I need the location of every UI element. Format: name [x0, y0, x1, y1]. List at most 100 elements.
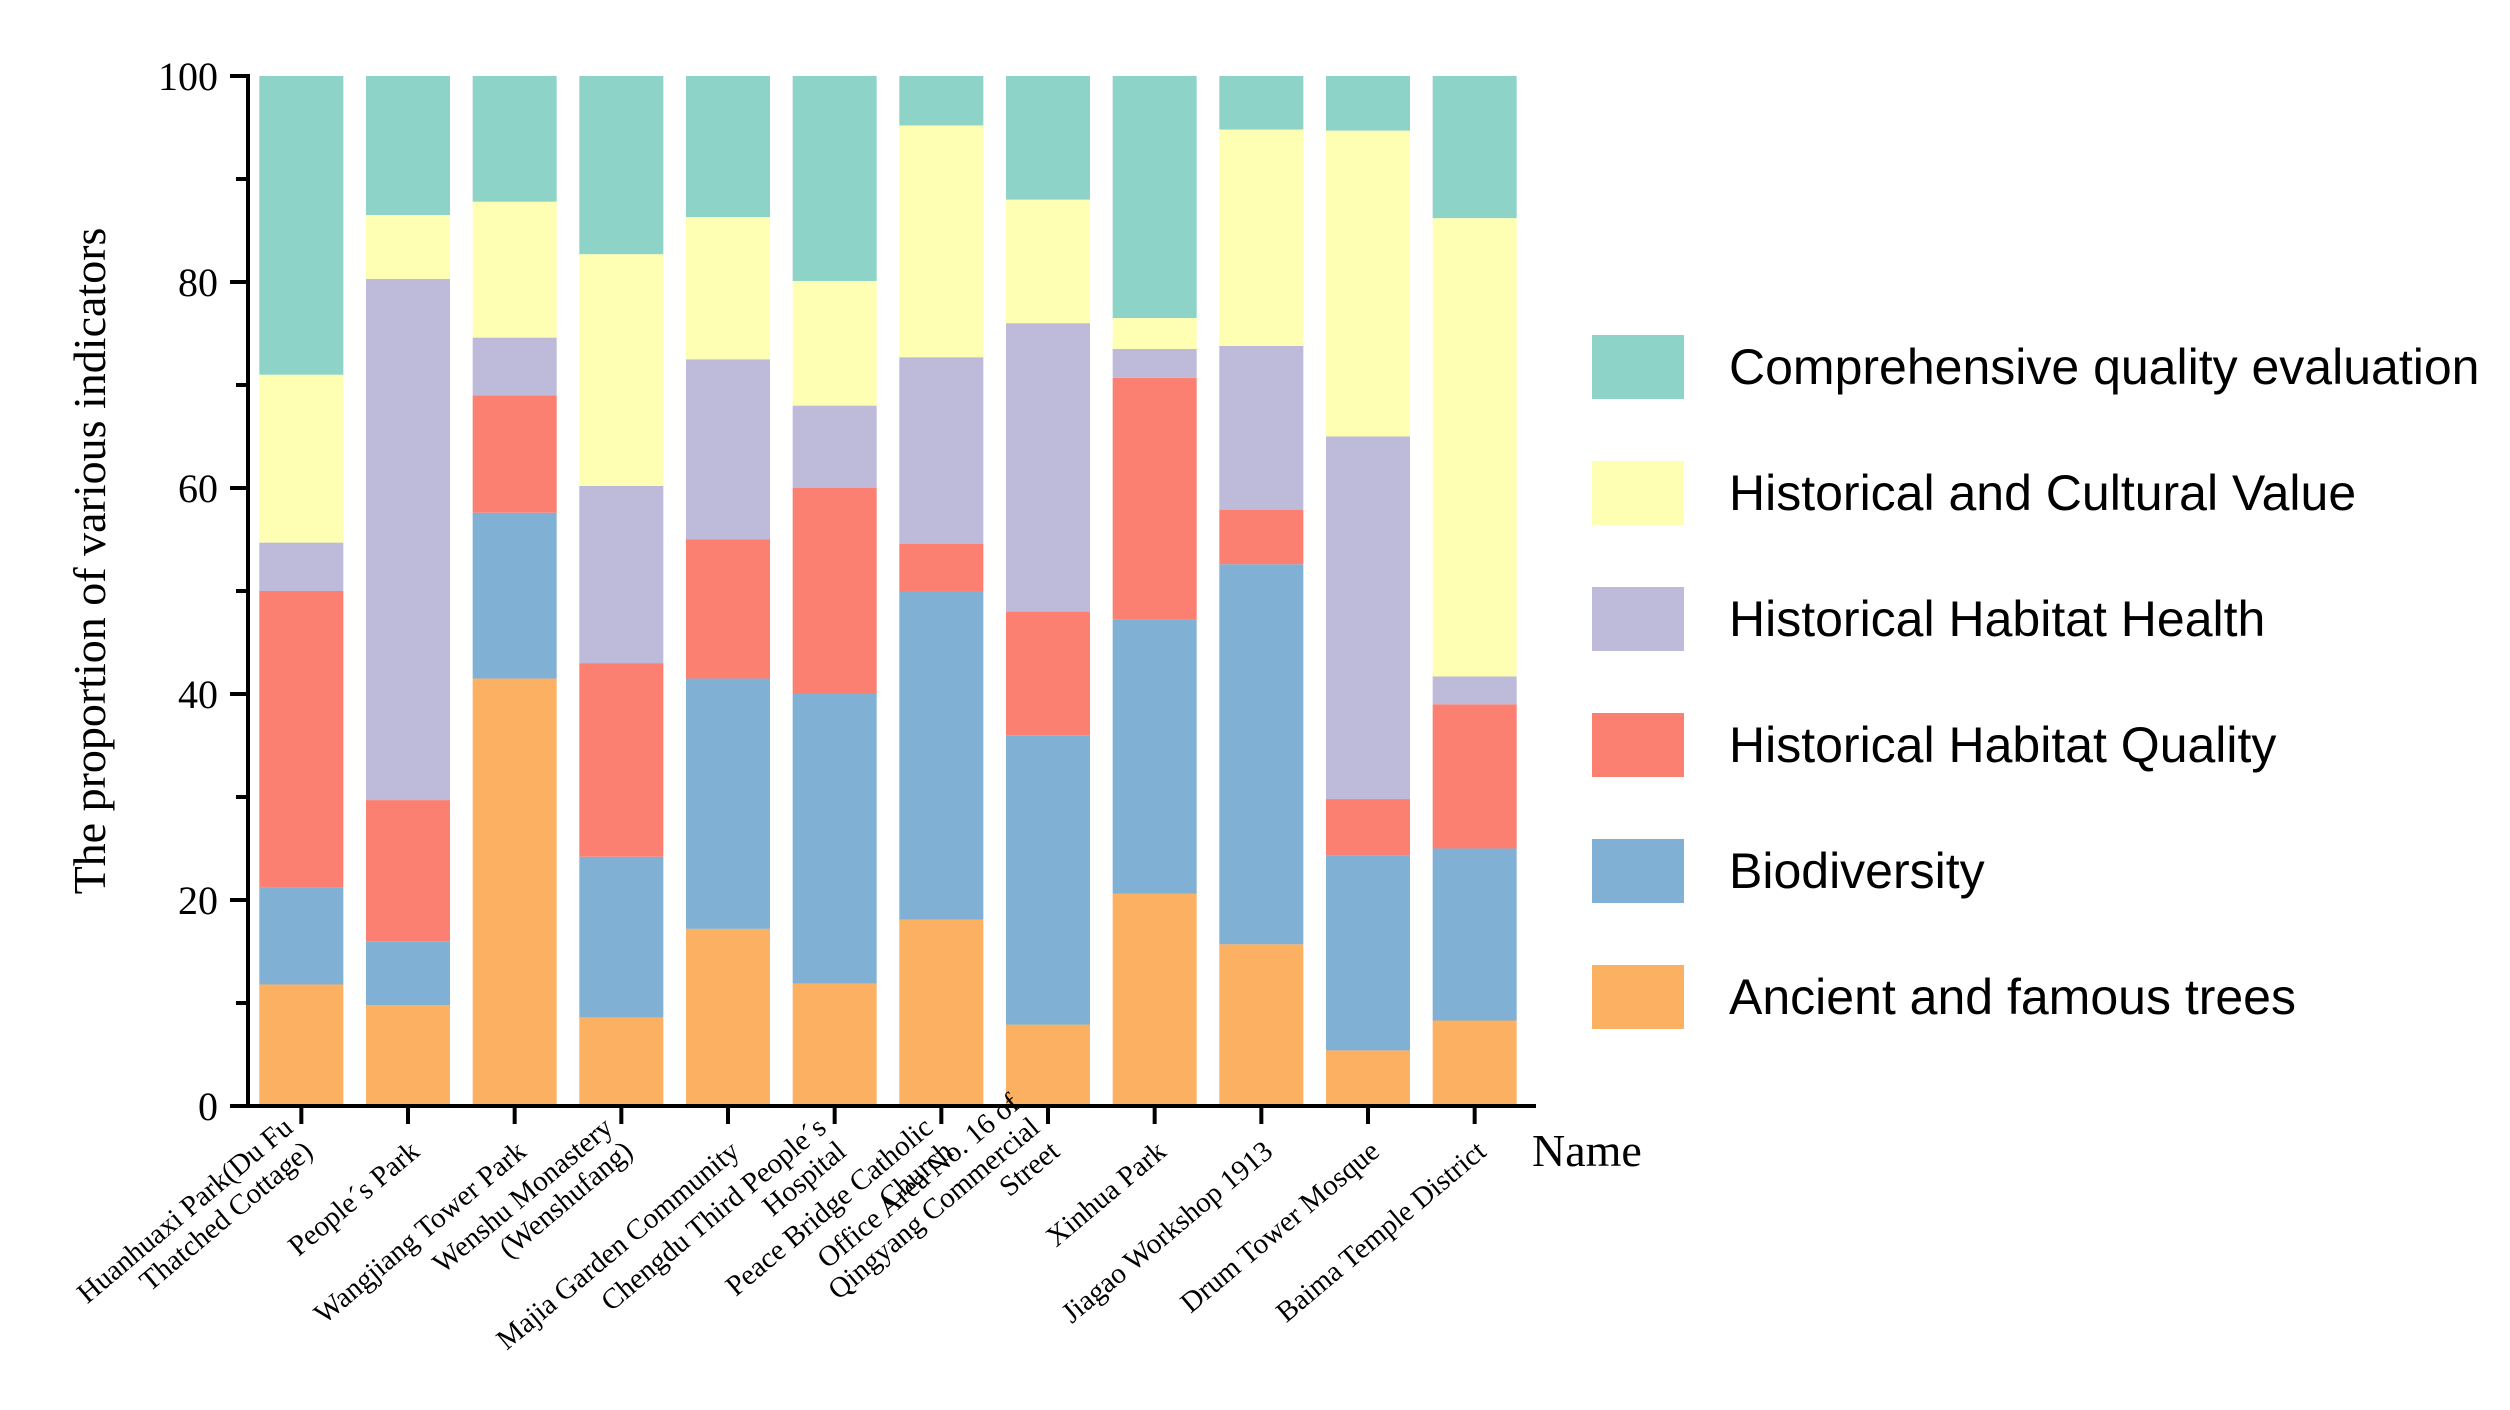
bar-segment — [1006, 735, 1090, 1025]
bar-segment — [1219, 509, 1304, 565]
legend-swatch — [1592, 335, 1684, 399]
bar-segment — [686, 76, 770, 218]
bar-segment — [1219, 564, 1304, 945]
bar-segment — [1112, 377, 1197, 620]
legend-swatch — [1592, 461, 1684, 525]
bar-segment — [792, 76, 877, 281]
bar-segment — [1432, 218, 1517, 677]
y-axis-title: The proportion of various indicators — [64, 228, 115, 895]
x-axis-title: Name — [1532, 1125, 1642, 1176]
legend-label: Biodiversity — [1729, 843, 1985, 899]
legend-label: Historical and Cultural Value — [1729, 465, 2356, 521]
bar-segment — [366, 941, 450, 1006]
bar-segment — [1326, 1050, 1410, 1106]
bar-segment — [792, 488, 877, 694]
bar-segment — [1006, 76, 1090, 200]
bar-segment — [579, 663, 664, 857]
bar-segment — [686, 359, 770, 540]
y-tick-label: 40 — [178, 672, 218, 717]
x-tick-label: Huanhuaxi Park(Du Fu — [71, 1111, 299, 1309]
x-tick-label-group: Jiagao Workshop 1913 — [1056, 1135, 1279, 1330]
bar-segment — [579, 76, 664, 255]
bar-segment — [1432, 676, 1517, 705]
bar-segment — [1112, 893, 1197, 1106]
bar-segment — [1326, 855, 1410, 1051]
bar-segment — [1432, 1020, 1517, 1106]
bar-segment — [1219, 129, 1304, 346]
x-tick-label: Baima Temple District — [1270, 1135, 1492, 1329]
bar-segment — [686, 678, 770, 929]
bar-segment — [1219, 944, 1304, 1106]
bar-segment — [579, 254, 664, 486]
bar-segment — [1219, 345, 1304, 510]
bar-segment — [472, 395, 557, 513]
bar-segment — [259, 76, 344, 375]
legend-label: Ancient and famous trees — [1729, 969, 2296, 1025]
bar-segment — [259, 374, 344, 543]
bar-segment — [1006, 1024, 1090, 1106]
bar-segment — [472, 201, 557, 338]
bar-segment — [472, 337, 557, 396]
x-tick-label: Jiagao Workshop 1913 — [1056, 1135, 1279, 1330]
bar-segment — [579, 856, 664, 1018]
y-tick-label: 100 — [158, 54, 218, 99]
legend-swatch — [1592, 965, 1684, 1029]
bar-segment — [792, 280, 877, 406]
bar-segment — [259, 887, 344, 985]
bar-segment — [472, 678, 557, 1106]
bar-segment — [1326, 799, 1410, 856]
bar-segment — [579, 1017, 664, 1106]
legend-label: Comprehensive quality evaluation — [1729, 339, 2479, 395]
bar-segment — [792, 983, 877, 1106]
x-tick-label-group: Baima Temple District — [1270, 1135, 1492, 1329]
bar-segment — [899, 357, 984, 544]
bar-segment — [579, 485, 664, 664]
y-tick-label: 80 — [178, 260, 218, 305]
bar-segment — [366, 278, 450, 801]
bar-segment — [472, 512, 557, 679]
legend-swatch — [1592, 713, 1684, 777]
bar-segment — [259, 542, 344, 591]
bar-segment — [366, 800, 450, 942]
bar-segment — [899, 125, 984, 358]
bar-segment — [1112, 318, 1197, 349]
bar-segment — [1112, 348, 1197, 378]
bar-segment — [1326, 76, 1410, 131]
bar-segment — [899, 591, 984, 920]
x-tick-label: Drum Tower Mosque — [1175, 1135, 1386, 1319]
y-tick-label: 0 — [198, 1084, 218, 1129]
legend-label: Historical Habitat Health — [1729, 591, 2265, 647]
bar-segment — [259, 591, 344, 888]
bar-segment — [899, 76, 984, 126]
y-tick-label: 20 — [178, 878, 218, 923]
bar-segment — [686, 217, 770, 360]
y-ticks: 0 20 40 60 80 100 — [158, 54, 248, 1129]
bar-segment — [1219, 76, 1304, 130]
bar-segment — [366, 215, 450, 279]
bar-segment — [1006, 611, 1090, 736]
bar-segment — [1326, 130, 1410, 437]
bar-segment — [366, 1005, 450, 1106]
legend-swatch — [1592, 587, 1684, 651]
bar-segment — [686, 539, 770, 679]
bar-segment — [259, 984, 344, 1106]
bar-segment — [686, 928, 770, 1106]
bar-segment — [1006, 199, 1090, 324]
bar-segment — [1432, 704, 1517, 849]
bar-segment — [899, 543, 984, 591]
bar-segment — [1432, 76, 1517, 219]
bar-segment — [792, 694, 877, 984]
bar-segment — [1326, 436, 1410, 800]
bar-segment — [366, 76, 450, 216]
bar-segment — [1432, 848, 1517, 1021]
bar-segment — [792, 405, 877, 488]
legend-swatch — [1592, 839, 1684, 903]
bar-segment — [899, 919, 984, 1106]
bar-segment — [1006, 323, 1090, 612]
bar-segment — [1112, 619, 1197, 894]
bars-layer — [259, 76, 1517, 1106]
